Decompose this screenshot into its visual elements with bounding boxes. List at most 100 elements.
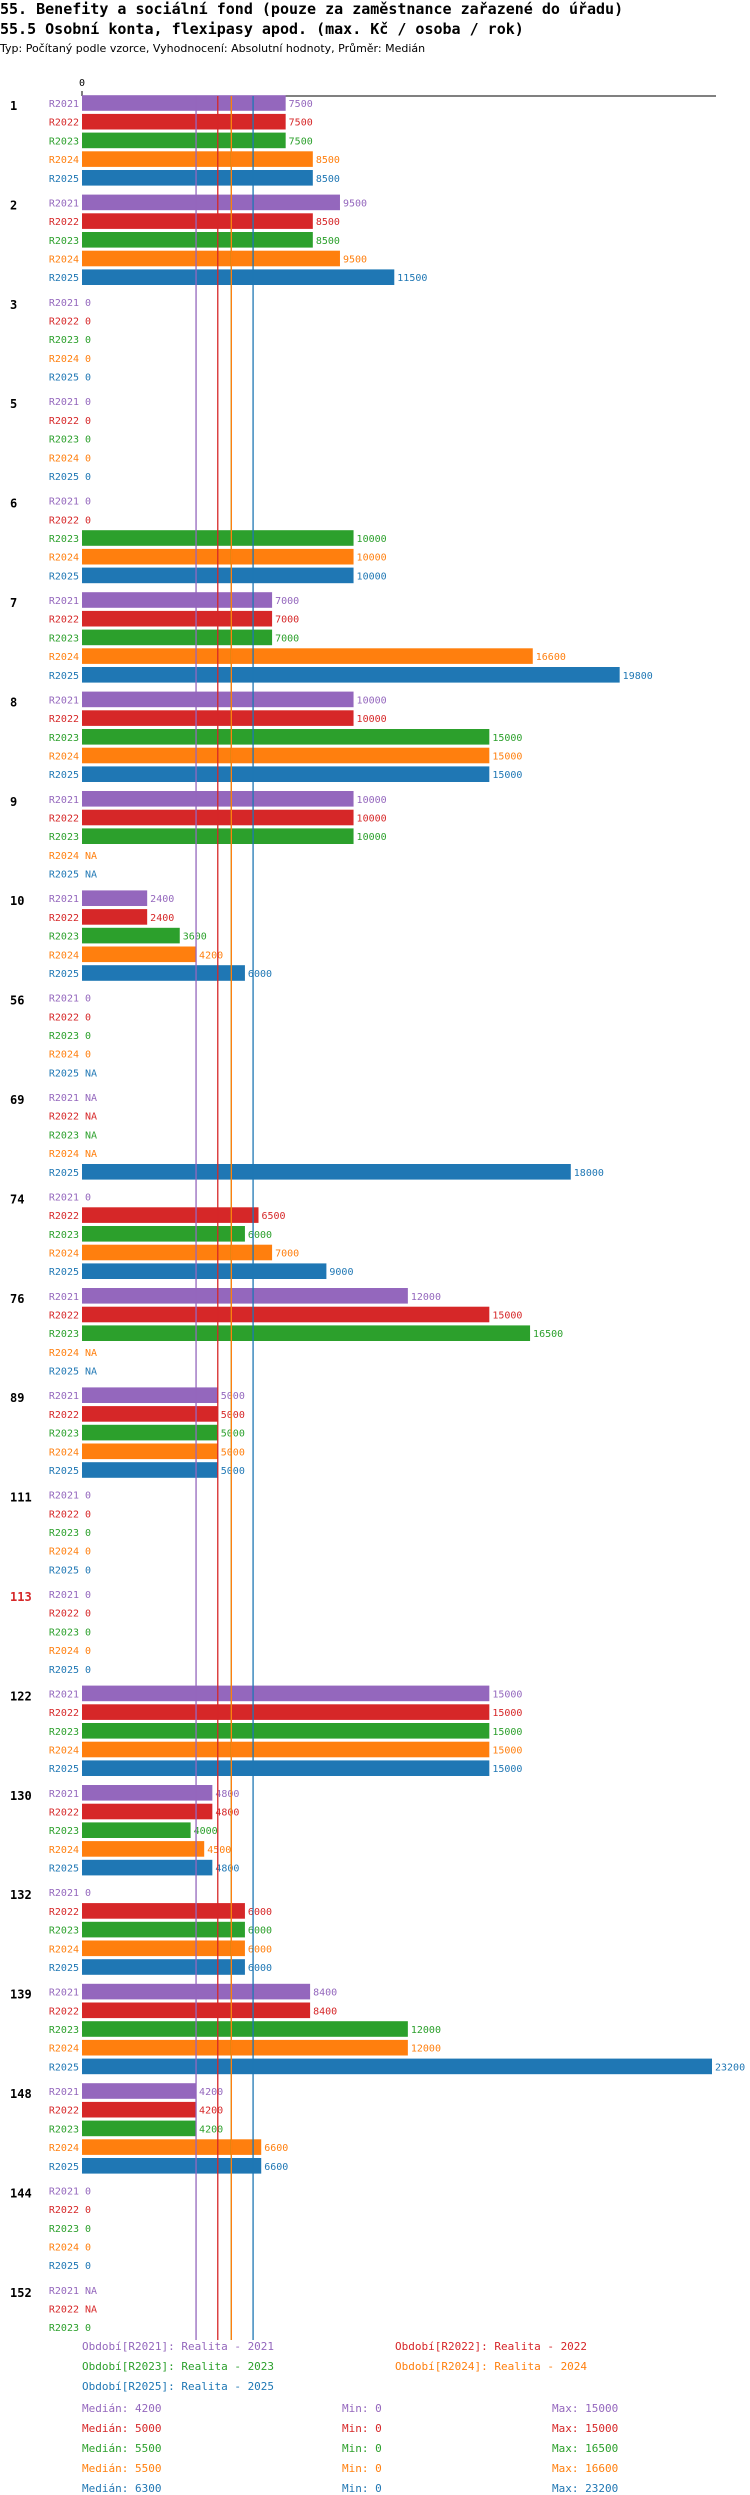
value-label: 10000 <box>357 795 387 806</box>
value-label: 0 <box>85 373 91 384</box>
series-label: R2023 <box>49 633 79 644</box>
legend-min-r2023: Min: 0 <box>342 2442 382 2455</box>
series-label: R2023 <box>49 1230 79 1241</box>
value-label: 0 <box>85 1491 91 1502</box>
series-label: R2024 <box>49 1348 79 1359</box>
value-label: NA <box>85 870 97 881</box>
bar <box>82 1803 213 1820</box>
series-label: R2022 <box>49 714 79 725</box>
bar <box>82 1785 213 1801</box>
chart-type-line: Typ: Počítaný podle vzorce, Vyhodnocení:… <box>0 42 426 55</box>
bar <box>82 909 148 925</box>
value-label: 12000 <box>411 2044 441 2055</box>
value-label: 6600 <box>264 2143 288 2154</box>
series-label: R2024 <box>49 155 79 166</box>
value-label: 7000 <box>275 633 299 644</box>
series-label: R2021 <box>49 1491 79 1502</box>
group-label: 122 <box>10 1689 32 1703</box>
series-label: R2025 <box>49 2162 79 2173</box>
value-label: 16600 <box>536 652 566 663</box>
bar <box>82 2158 262 2174</box>
group-label: 132 <box>10 1888 32 1902</box>
series-label: R2022 <box>49 1609 79 1620</box>
series-label: R2021 <box>49 298 79 309</box>
series-label: R2025 <box>49 373 79 384</box>
group-label: 74 <box>10 1192 24 1206</box>
group-label: 56 <box>10 994 24 1008</box>
value-label: NA <box>85 2305 97 2316</box>
value-label: 0 <box>85 497 91 508</box>
group-label: 148 <box>10 2087 32 2101</box>
series-label: R2022 <box>49 217 79 228</box>
group-label: 3 <box>10 298 17 312</box>
series-label: R2021 <box>49 1590 79 1601</box>
series-label: R2021 <box>49 994 79 1005</box>
series-label: R2022 <box>49 1509 79 1520</box>
series-label: R2021 <box>49 795 79 806</box>
group-label: 130 <box>10 1789 32 1803</box>
bar <box>82 592 273 608</box>
series-label: R2023 <box>49 2025 79 2036</box>
group-label: 111 <box>10 1491 32 1505</box>
series-label: R2025 <box>49 571 79 582</box>
value-label: 4800 <box>215 1789 239 1800</box>
bar <box>82 1424 218 1441</box>
series-label: R2021 <box>49 695 79 706</box>
value-label: 18000 <box>574 1168 604 1179</box>
series-label: R2024 <box>49 1845 79 1856</box>
legend-min-r2025: Min: 0 <box>342 2482 382 2495</box>
legend-period-r2021: Období[R2021]: Realita - 2021 <box>82 2340 275 2353</box>
value-label: 7500 <box>289 118 313 129</box>
value-label: 0 <box>85 1012 91 1023</box>
value-label: 6000 <box>248 1907 272 1918</box>
group-label: 144 <box>10 2186 32 2200</box>
value-label: 12000 <box>411 1292 441 1303</box>
value-label: 15000 <box>492 1708 522 1719</box>
bar <box>82 1306 490 1323</box>
bar <box>82 610 273 627</box>
bar <box>82 1387 218 1403</box>
group-label: 1 <box>10 99 17 113</box>
series-label: R2021 <box>49 1391 79 1402</box>
value-label: 6000 <box>248 969 272 980</box>
value-label: 8500 <box>316 217 340 228</box>
series-label: R2021 <box>49 1292 79 1303</box>
series-label: R2023 <box>49 1429 79 1440</box>
value-label: 8400 <box>313 1988 337 1999</box>
value-label: 8400 <box>313 2006 337 2017</box>
group-label: 89 <box>10 1391 24 1405</box>
value-label: 0 <box>85 354 91 365</box>
value-label: 10000 <box>357 571 387 582</box>
series-label: R2023 <box>49 1130 79 1141</box>
value-label: 7000 <box>275 615 299 626</box>
value-label: 0 <box>85 994 91 1005</box>
group-label: 113 <box>10 1590 32 1604</box>
series-label: R2024 <box>49 2243 79 2254</box>
value-label: 0 <box>85 472 91 483</box>
legend-min-r2024: Min: 0 <box>342 2462 382 2475</box>
value-label: 2400 <box>150 913 174 924</box>
value-label: 3600 <box>183 932 207 943</box>
bar <box>82 269 395 285</box>
value-label: 6500 <box>262 1211 286 1222</box>
series-label: R2024 <box>49 453 79 464</box>
series-label: R2023 <box>49 1031 79 1042</box>
value-label: 0 <box>85 2261 91 2272</box>
bar <box>82 232 313 248</box>
series-label: R2025 <box>49 1068 79 1079</box>
series-label: R2023 <box>49 236 79 247</box>
series-label: R2023 <box>49 1727 79 1738</box>
series-label: R2023 <box>49 1926 79 1937</box>
value-label: 0 <box>85 2243 91 2254</box>
series-label: R2023 <box>49 2224 79 2235</box>
value-label: 4200 <box>199 2087 223 2098</box>
bar <box>82 1859 213 1876</box>
value-label: 0 <box>85 1031 91 1042</box>
series-label: R2021 <box>49 2286 79 2297</box>
group-label: 139 <box>10 1988 32 2002</box>
value-label: 0 <box>85 2224 91 2235</box>
value-label: 0 <box>85 397 91 408</box>
series-label: R2021 <box>49 99 79 110</box>
value-label: 0 <box>85 2323 91 2334</box>
